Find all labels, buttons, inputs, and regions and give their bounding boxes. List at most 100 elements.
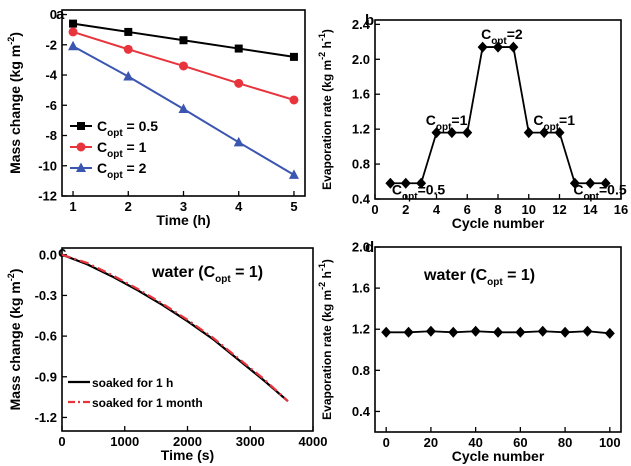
x-tick-label: 2 <box>402 202 409 217</box>
plot-title: water (Copt = 1) <box>151 264 263 285</box>
y-tick-label: -0.6 <box>35 329 57 344</box>
data-point <box>582 325 593 337</box>
legend-marker <box>76 142 86 152</box>
y-tick-label: -0.3 <box>35 288 57 303</box>
y-tick-label: 1.6 <box>352 281 370 296</box>
data-point <box>123 71 134 81</box>
y-tick-label: -2 <box>45 37 57 52</box>
data-point <box>537 325 548 337</box>
legend-label: Copt = 0.5 <box>97 118 158 139</box>
y-tick-label: -6 <box>45 98 57 113</box>
x-axis-label: Time (h) <box>156 212 210 228</box>
y-tick-label: -0.9 <box>35 369 57 384</box>
series-2 <box>68 40 299 179</box>
data-point <box>560 326 571 338</box>
annotation-label: Copt=0.5 <box>573 182 627 203</box>
data-point <box>233 136 244 147</box>
data-point <box>123 44 133 54</box>
data-point <box>604 327 615 339</box>
annotation-label: Copt=1 <box>426 112 468 133</box>
data-point <box>470 325 481 337</box>
y-tick-label: 1.6 <box>352 87 370 102</box>
y-tick-label: 0.0 <box>39 247 57 262</box>
x-tick-label: 10 <box>522 202 536 217</box>
x-tick-label: 3 <box>180 199 187 214</box>
x-tick-label: 60 <box>513 435 527 450</box>
x-tick-label: 0 <box>383 435 390 450</box>
data-point <box>446 127 457 139</box>
panel-label: d <box>365 239 374 256</box>
x-axis-label: Cycle number <box>452 215 545 231</box>
plot-frame <box>374 246 622 433</box>
data-point <box>289 95 299 105</box>
y-tick-label: 2.0 <box>352 52 370 67</box>
data-point <box>403 326 414 338</box>
x-tick-label: 0 <box>58 434 65 449</box>
y-axis-label: Evaporation rate (kg m-2 h-1) <box>317 259 334 420</box>
data-point <box>515 326 526 338</box>
y-tick-label: -1.2 <box>35 410 57 425</box>
annotation-label: Copt=2 <box>481 26 523 47</box>
series-line <box>61 253 289 402</box>
panel-a: 1 2 3 4 5 0 -2 -4 -6 -8 -10 -12 Time (h) Mass change … <box>6 6 306 228</box>
x-tick-label: 100 <box>599 435 621 450</box>
data-point <box>493 326 503 338</box>
y-tick-label: 2.0 <box>352 240 370 255</box>
legend-marker <box>76 162 86 172</box>
series-0 <box>69 19 298 61</box>
panel-d: 0 20 40 60 80 100 0.4 0.8 1.2 1.6 2.0 Cycle number E… <box>317 239 622 464</box>
y-tick-label: 0.8 <box>352 363 370 378</box>
data-point <box>179 36 188 45</box>
y-axis-label: Mass change (kg m-2) <box>6 32 23 174</box>
data-point <box>448 326 459 338</box>
y-tick-label: 0.8 <box>352 157 370 172</box>
data-point <box>416 177 427 189</box>
data-point <box>400 177 411 189</box>
x-tick-label: 0 <box>371 202 378 217</box>
y-axis-label: Evaporation rate (kg m-2 h-1) <box>317 29 334 190</box>
data-point <box>462 127 473 139</box>
legend-marker <box>77 122 85 130</box>
data-point <box>585 177 596 189</box>
annotation-label: Copt=1 <box>533 112 575 133</box>
x-tick-label: 3000 <box>236 434 265 449</box>
legend: soaked for 1 h soaked for 1 month <box>68 376 203 410</box>
series-0 <box>381 325 615 339</box>
data-point <box>539 127 550 139</box>
x-tick-label: 4000 <box>299 434 328 449</box>
x-tick-label: 12 <box>552 202 566 217</box>
series-0 <box>385 41 611 189</box>
data-point <box>569 177 580 189</box>
x-tick-label: 1 <box>69 199 76 214</box>
y-tick-label: 0.4 <box>352 404 371 419</box>
x-tick-label: 16 <box>614 202 628 217</box>
data-point <box>554 127 565 139</box>
series-0 <box>61 253 289 403</box>
panel-c: 0 1000 2000 3000 4000 0.0 -0.3 -0.6 -0.9 -1.2 Time… <box>6 244 327 463</box>
panel-label: a <box>56 6 65 23</box>
data-point <box>493 41 503 53</box>
y-tick-label: 1.2 <box>352 122 370 137</box>
data-point <box>431 127 442 139</box>
legend-label: Copt = 1 <box>97 139 147 160</box>
x-tick-label: 1000 <box>110 434 139 449</box>
panel-label: b <box>365 12 374 29</box>
data-point <box>68 40 79 51</box>
data-point <box>523 127 534 139</box>
y-tick-label: -4 <box>45 68 57 83</box>
series-line <box>61 253 289 403</box>
legend-label: Copt = 2 <box>97 160 147 181</box>
data-point <box>508 41 519 53</box>
data-point <box>385 177 396 189</box>
series-1 <box>61 253 289 402</box>
data-point <box>124 27 133 36</box>
x-tick-label: 20 <box>424 435 438 450</box>
x-axis-label: Time (s) <box>161 447 214 463</box>
y-tick-label: 0 <box>50 7 57 22</box>
data-point <box>179 61 188 71</box>
data-point <box>69 19 78 28</box>
data-point <box>381 326 392 338</box>
annotation-label: Copt=0.5 <box>392 182 446 203</box>
